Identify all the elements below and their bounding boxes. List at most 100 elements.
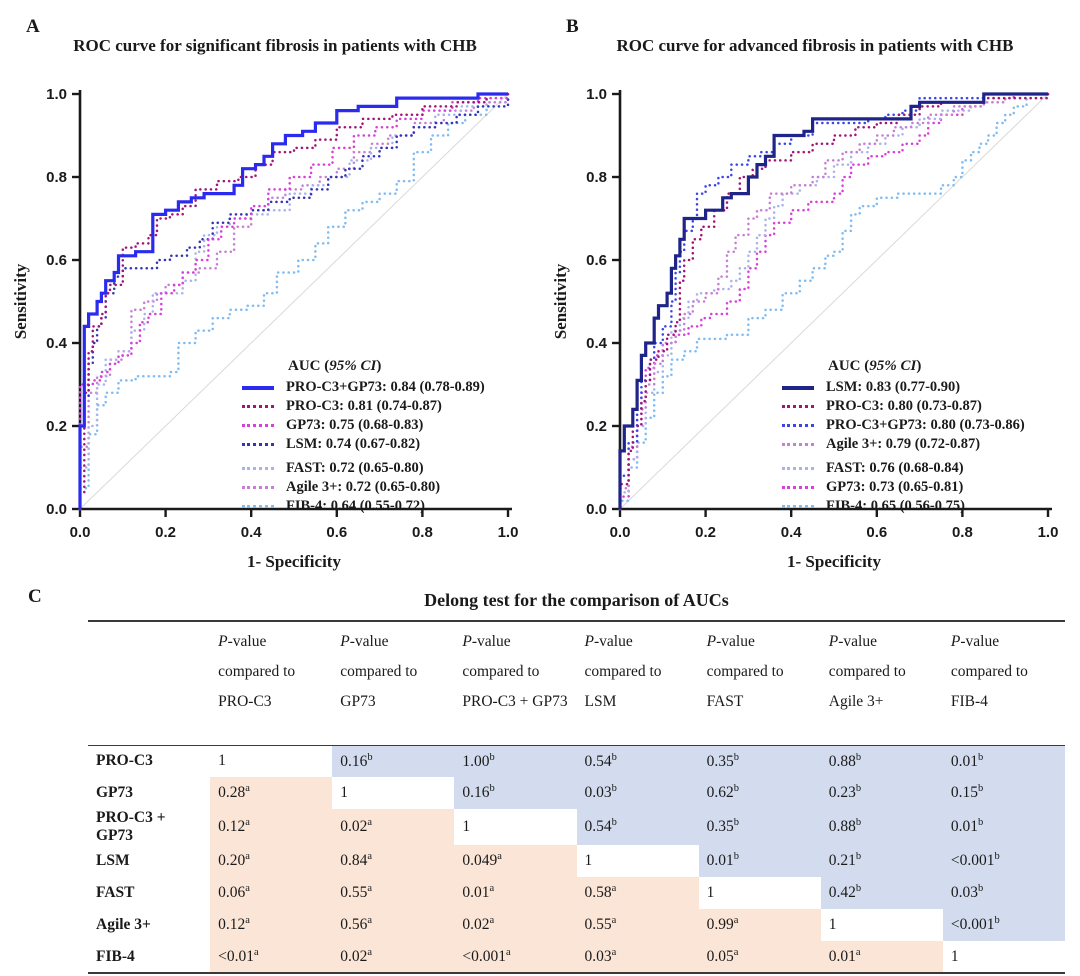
y-axis-title: Sensitivity (551, 263, 570, 339)
legend-label: FIB-4: 0.64 (0.55-0.72) (286, 498, 425, 514)
table-cell: 1 (454, 809, 577, 845)
roc-curve-pro-c3-gp73 (78, 92, 508, 509)
legend-item: Agile 3+: 0.72 (0.65-0.80) (242, 478, 534, 497)
table-cell: 0.55a (332, 877, 455, 909)
table-cell: 0.21b (820, 845, 943, 877)
table-cell: 0.62b (698, 777, 821, 809)
table-cell: 0.99a (698, 909, 821, 941)
legend-item: FIB-4: 0.64 (0.55-0.72) (242, 497, 534, 516)
table-cell: 0.03b (942, 877, 1065, 909)
table-cell: 1.00b (454, 745, 577, 777)
roc-curve-fib-4 (618, 92, 1050, 511)
roc-chart-b: 0.0 0.2 0.4 0.6 0.8 1.0 0.0 0.2 0.4 0.6 0.8 1.0 1- S… (551, 86, 1058, 571)
legend-item: LSM: 0.83 (0.77-0.90) (782, 378, 1074, 397)
x-axis-title: 1- Specificity (787, 552, 881, 571)
table-row: PRO-C3 1 0.16b 1.00b 0.54b 0.35b 0.88b 0.01b (88, 745, 1065, 777)
table-cell: 0.05a (698, 941, 821, 973)
x-tick-label: 0.2 (155, 524, 176, 541)
legend-swatch (242, 385, 274, 390)
legend-item: GP73: 0.73 (0.65-0.81) (782, 478, 1074, 497)
x-tick-label: 0.4 (781, 524, 803, 541)
legend-swatch (242, 486, 274, 489)
y-tick-label: 1.0 (586, 86, 607, 103)
x-tick-label: 0.0 (70, 524, 91, 541)
table-row: Agile 3+ 0.12a 0.56a 0.02a 0.55a 0.99a 1 <0.001… (88, 909, 1065, 941)
legend-a: AUC (95% CI) PRO-C3+GP73: 0.84 (0.78-0.89… (242, 358, 534, 516)
legend-swatch (782, 505, 814, 508)
table-cell: 0.54b (576, 745, 699, 777)
table-row-label: PRO-C3 + GP73 (96, 809, 166, 844)
table-row-label: FIB-4 (96, 947, 135, 965)
legend-item: PRO-C3: 0.81 (0.74-0.87) (242, 397, 534, 416)
roc-curve-lsm (618, 92, 1048, 509)
legend-item: FAST: 0.76 (0.68-0.84) (782, 459, 1074, 478)
table-cell: 0.02a (332, 941, 455, 973)
table-cell: 0.02a (332, 809, 455, 845)
table-cell: 0.01a (454, 877, 577, 909)
diagonal-reference-line (619, 93, 1049, 510)
legend-swatch (782, 486, 814, 489)
table-cell: 0.01b (942, 745, 1065, 777)
table-row: LSM 0.20a 0.84a 0.049a 1 0.01b 0.21b <0.001b (88, 845, 1065, 877)
panel-b-title: ROC curve for advanced fibrosis in patie… (616, 36, 1014, 55)
legend-label: LSM: 0.83 (0.77-0.90) (826, 379, 961, 395)
legend-item: GP73: 0.75 (0.68-0.83) (242, 416, 534, 435)
table-cell: 0.23b (820, 777, 943, 809)
table-header-cell: P-value compared to FAST (706, 633, 784, 710)
legend-swatch (242, 424, 274, 427)
legend-label: Agile 3+: 0.79 (0.72-0.87) (826, 436, 981, 452)
table-cell: 0.88b (820, 809, 943, 845)
legend-label: Agile 3+: 0.72 (0.65-0.80) (286, 479, 441, 495)
legend-swatch (242, 405, 274, 408)
table-cell: 0.01b (942, 809, 1065, 845)
legend-swatch (782, 385, 814, 390)
table-cell: 0.02a (454, 909, 577, 941)
legend-label: FAST: 0.72 (0.65-0.80) (286, 460, 424, 476)
panel-c-label: C (28, 586, 42, 607)
table-cell: <0.001a (454, 941, 577, 973)
panel-a-title: ROC curve for significant fibrosis in pa… (73, 36, 477, 55)
legend-label: GP73: 0.73 (0.65-0.81) (826, 479, 964, 495)
y-tick-label: 0.0 (586, 501, 607, 518)
table-cell: <0.01a (210, 941, 333, 973)
table-row: FAST 0.06a 0.55a 0.01a 0.58a 1 0.42b 0.03b (88, 877, 1065, 909)
x-tick-label: 1.0 (498, 524, 519, 541)
y-tick-label: 0.2 (586, 418, 607, 435)
table-cell: 0.35b (698, 809, 821, 845)
roc-curve-pro-c3 (78, 92, 510, 511)
diagonal-reference-line (79, 93, 509, 510)
table-row-label: LSM (96, 852, 130, 869)
table-cell: 1 (698, 877, 821, 909)
legend-swatch (782, 467, 814, 470)
table-cell: 0.01b (698, 845, 821, 877)
table-cell: 1 (332, 777, 455, 809)
table-cell: 0.28a (210, 777, 333, 809)
table-cell: 0.06a (210, 877, 333, 909)
y-tick-label: 1.0 (46, 86, 67, 103)
delong-table: P-value compared to PRO-C3 P-value compared … (88, 620, 1065, 974)
roc-curve-fib-4 (78, 92, 510, 511)
table-cell: 0.12a (210, 909, 333, 941)
legend-swatch (782, 424, 814, 427)
legend-label: FIB-4: 0.65 (0.56-0.75) (826, 498, 965, 514)
panel-b-label: B (566, 16, 579, 37)
legend-item: PRO-C3: 0.80 (0.73-0.87) (782, 397, 1074, 416)
table-cell: 0.12a (210, 809, 333, 845)
panel-a-label: A (26, 16, 40, 37)
x-tick-label: 0.4 (241, 524, 263, 541)
legend-label: GP73: 0.75 (0.68-0.83) (286, 417, 424, 433)
x-tick-label: 0.0 (610, 524, 631, 541)
legend-item: PRO-C3+GP73: 0.80 (0.73-0.86) (782, 416, 1074, 435)
table-header-cell: P-value compared to PRO-C3 (218, 633, 296, 710)
table-cell: 0.03b (576, 777, 699, 809)
legend-swatch (782, 405, 814, 408)
table-header-cell: P-value compared to PRO-C3 + GP73 (462, 633, 568, 710)
legend-swatch (242, 467, 274, 470)
table-cell: 0.049a (454, 845, 577, 877)
table-row-label: FAST (96, 884, 135, 901)
legend-swatch (782, 443, 814, 446)
x-tick-label: 0.8 (952, 524, 973, 541)
y-tick-label: 0.8 (586, 169, 607, 186)
legend-item: PRO-C3+GP73: 0.84 (0.78-0.89) (242, 378, 534, 397)
